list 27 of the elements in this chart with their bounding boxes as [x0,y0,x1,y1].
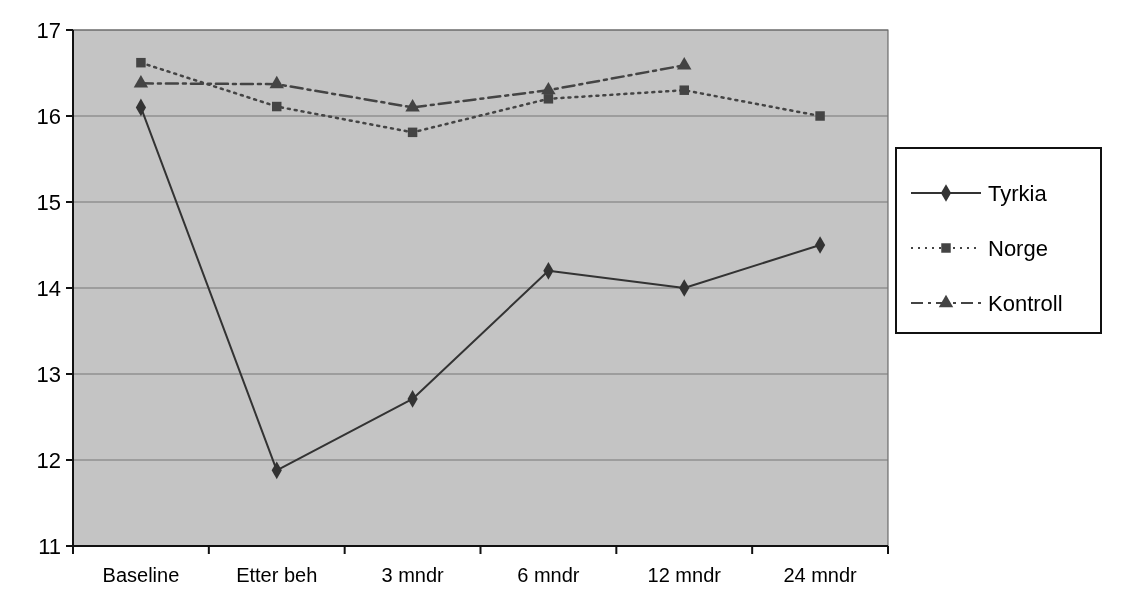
x-tick-label: 12 mndr [647,564,722,586]
legend-label: Norge [988,235,1048,261]
y-tick-label: 17 [36,17,61,43]
y-tick-label: 16 [36,103,61,129]
y-tick-label: 11 [38,533,61,559]
point [269,75,284,89]
point [677,56,692,70]
x-tick-label: 3 mndr [381,564,445,586]
point [133,75,149,88]
point [543,94,554,104]
x-tick-label: Etter beh [236,564,318,586]
legend-label: Kontroll [988,290,1063,316]
y-tick-label: 13 [36,361,61,387]
x-tick-label: 6 mndr [517,564,580,586]
point [541,81,556,95]
point [407,127,418,138]
point [405,99,420,112]
point [136,57,146,68]
point [272,101,282,112]
legend-label: Tyrkia [988,180,1048,206]
x-tick-label: Baseline [102,564,180,586]
y-tick-label: 12 [36,447,61,473]
x-tick-label: 24 mndr [783,564,858,586]
point [679,85,689,95]
y-tick-label: 15 [36,189,61,215]
point [815,111,825,121]
y-tick-label: 14 [36,275,61,301]
